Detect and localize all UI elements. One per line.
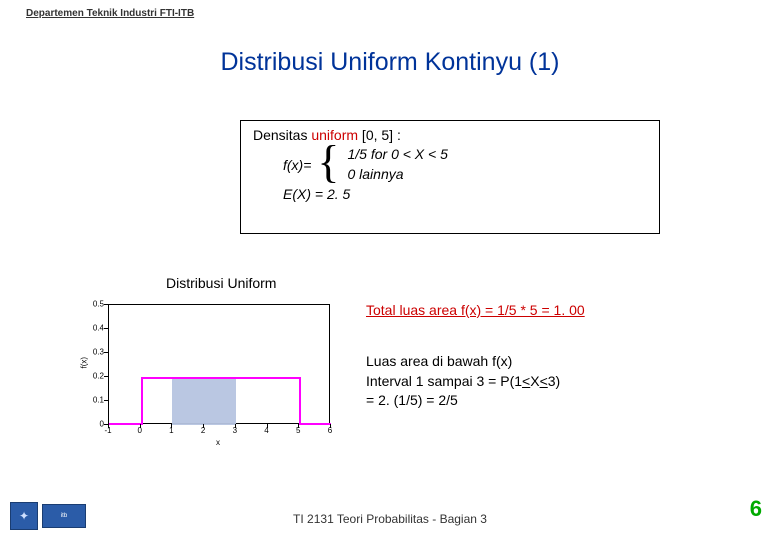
pdf-baseline-left — [109, 423, 141, 425]
xtick-6: 5 — [296, 426, 300, 435]
expected-value: E(X) = 2. 5 — [283, 186, 647, 202]
xtick-0: -1 — [104, 426, 111, 435]
annot2-line1: Luas area di bawah f(x) — [366, 352, 560, 372]
xtick-5: 4 — [264, 426, 268, 435]
xtick-2: 1 — [169, 426, 173, 435]
itb-logo: ✦ itb — [10, 498, 90, 534]
ytick-4: 0.4 — [93, 324, 104, 333]
chart-title: Distribusi Uniform — [166, 275, 276, 291]
density-prefix: Densitas — [253, 127, 311, 143]
total-area-annotation: Total luas area f(x) = 1/5 * 5 = 1. 00 — [366, 302, 585, 318]
ytick-2: 0.2 — [93, 372, 104, 381]
xtick-4: 3 — [233, 426, 237, 435]
logo-text: itb — [42, 504, 86, 528]
shaded-area — [172, 377, 235, 425]
page-title: Distribusi Uniform Kontinyu (1) — [0, 48, 780, 77]
xtick-7: 6 — [328, 426, 332, 435]
case-2: 0 lainnya — [347, 165, 447, 185]
xtick-1: 0 — [137, 426, 141, 435]
footer-text: TI 2131 Teori Probabilitas - Bagian 3 — [0, 512, 780, 526]
brace-icon: { — [317, 144, 339, 181]
x-axis-label: x — [216, 438, 220, 447]
fx-label: f(x)= — [283, 157, 311, 173]
uniform-chart: 0.5 0.4 0.3 0.2 0.1 0 -1 0 1 2 3 4 5 6 f… — [60, 298, 350, 458]
page-number: 6 — [750, 496, 762, 522]
xtick-3: 2 — [201, 426, 205, 435]
cases: 1/5 for 0 < X < 5 0 lainnya — [347, 145, 447, 184]
annot2-line3: = 2. (1/5) = 2/5 — [366, 391, 560, 411]
pdf-fall — [299, 377, 301, 425]
logo-icon: ✦ — [10, 502, 38, 530]
pdf-rise — [141, 377, 143, 425]
definition-box: Densitas uniform [0, 5] : f(x)= { 1/5 fo… — [240, 120, 660, 234]
y-axis-label: f(x) — [79, 357, 88, 369]
pdf-top — [141, 377, 300, 379]
density-label: Densitas uniform [0, 5] : — [253, 127, 647, 143]
annot2-line2: Interval 1 sampai 3 = P(1<X<3) — [366, 372, 560, 392]
case-1: 1/5 for 0 < X < 5 — [347, 145, 447, 165]
ytick-0: 0 — [100, 420, 104, 429]
interval-area-annotation: Luas area di bawah f(x) Interval 1 sampa… — [366, 352, 560, 411]
ytick-5: 0.5 — [93, 300, 104, 309]
ytick-1: 0.1 — [93, 396, 104, 405]
pdf-baseline-right — [299, 423, 331, 425]
density-suffix: [0, 5] : — [358, 127, 401, 143]
ytick-3: 0.3 — [93, 348, 104, 357]
plot-area — [108, 304, 330, 424]
department-header: Departemen Teknik Industri FTI-ITB — [26, 8, 194, 19]
